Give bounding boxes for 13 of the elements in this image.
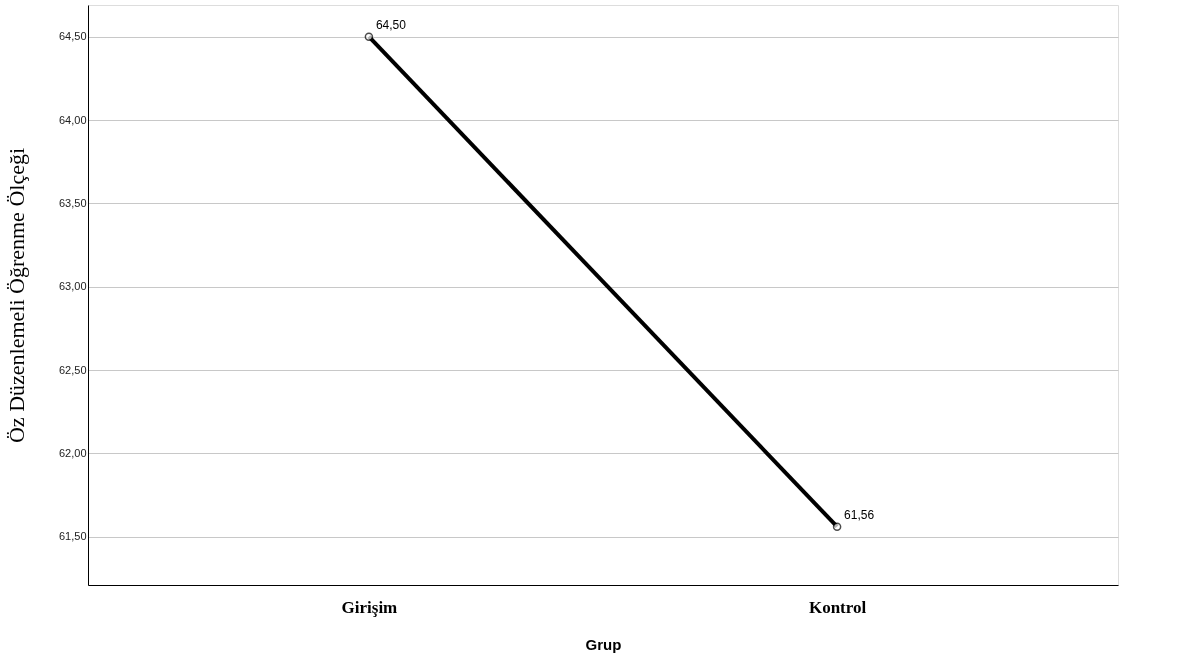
data-label: 61,56 — [844, 507, 875, 522]
x-axis-title: Grup — [585, 635, 622, 653]
x-tick-label: Girişim — [341, 597, 398, 617]
y-tick-label: 62,50 — [58, 363, 87, 376]
y-tick-label: 64,00 — [58, 113, 87, 126]
y-tick-label: 61,50 — [58, 530, 87, 543]
y-tick-label: 64,50 — [58, 30, 87, 43]
x-tick-label: Kontrol — [808, 597, 867, 617]
y-axis-title: Öz Düzenlemeli Öğrenme Ölçeği — [3, 147, 29, 444]
y-tick-label: 63,50 — [58, 196, 87, 209]
data-label: 64,50 — [375, 17, 407, 32]
y-tick-label: 63,00 — [58, 280, 87, 293]
y-tick-label: 62,00 — [58, 446, 87, 459]
